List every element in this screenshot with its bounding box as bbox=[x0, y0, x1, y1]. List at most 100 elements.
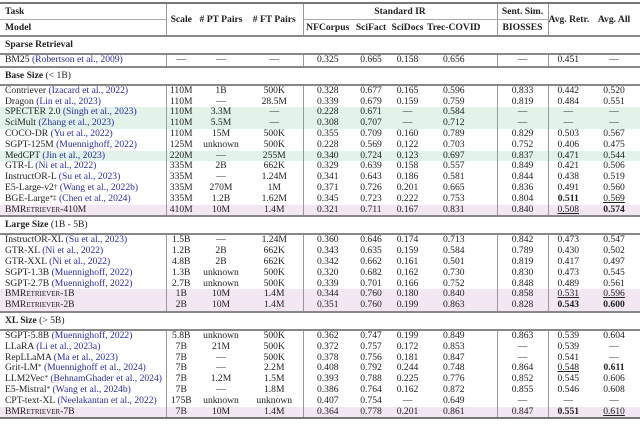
scifact-cell: 0.778 bbox=[352, 406, 390, 420]
model-name: Dragon bbox=[5, 95, 34, 107]
biosses-value: 0.864 bbox=[511, 362, 534, 374]
ft-pairs-value: — bbox=[269, 117, 280, 129]
model-header: Model bbox=[0, 19, 166, 37]
nfcorpus-value: 0.228 bbox=[316, 138, 339, 150]
biosses-cell: 0.864 bbox=[496, 362, 549, 375]
trec-covid-cell: 0.712 bbox=[425, 117, 498, 129]
citation-link[interactable]: (Chen et al., 2024) bbox=[58, 192, 131, 204]
citation-link[interactable]: (Ni et al., 2022) bbox=[35, 160, 97, 172]
biosses-cell: 0.828 bbox=[496, 299, 549, 312]
citation-link[interactable]: (Izacard et al., 2022) bbox=[48, 84, 129, 96]
nfcorpus-value: 0.340 bbox=[316, 149, 339, 161]
citation-link[interactable]: (Su et al., 2023) bbox=[65, 234, 128, 246]
scidocs-value: — bbox=[402, 106, 413, 118]
citation-link[interactable]: (Ma et al., 2023) bbox=[53, 351, 118, 363]
scale-value: 110M bbox=[169, 127, 193, 139]
avg-all-cell: — bbox=[588, 341, 640, 353]
ft-pairs-value: 1.4M bbox=[263, 299, 285, 311]
ft-pairs-cell: 1.4M bbox=[246, 288, 303, 301]
scale-cell: 1B bbox=[165, 288, 196, 301]
scidocs-value: 0.160 bbox=[396, 127, 419, 139]
table-row: SGPT-1.3B (Muennighoff, 2022) 1.3B unknown… bbox=[0, 266, 640, 279]
citation-link[interactable]: (Muennighoff, 2022) bbox=[51, 266, 133, 278]
table-row: RepLLaMA (Ma et al., 2023) 7B — 500K 0.378 0.… bbox=[0, 351, 640, 364]
trec-covid-value: 0.759 bbox=[442, 95, 465, 107]
avg-all-value: 0.569 bbox=[603, 192, 625, 204]
section-title: Large Size bbox=[5, 219, 49, 231]
scale-cell: — bbox=[165, 54, 196, 67]
pt-pairs-cell: 2B bbox=[196, 256, 246, 268]
nfcorpus-cell: 0.228 bbox=[302, 106, 352, 119]
nfcorpus-value: 0.341 bbox=[316, 171, 339, 183]
biosses-cell: 0.833 bbox=[496, 84, 549, 97]
citation-link[interactable]: (BehnamGhader et al., 2024) bbox=[50, 373, 162, 385]
scidocs-value: 0.123 bbox=[396, 149, 419, 161]
section-header: XL Size (> 5B) bbox=[0, 310, 640, 331]
ft-pairs-cell: 1.4M bbox=[246, 299, 303, 312]
citation-link[interactable]: (Ni et al., 2022) bbox=[49, 255, 111, 267]
scale-cell: 7B bbox=[165, 341, 196, 353]
biosses-cell: 0.830 bbox=[496, 267, 549, 279]
biosses-cell: 0.855 bbox=[496, 384, 549, 396]
trec-covid-value: 0.789 bbox=[442, 127, 465, 139]
nfcorpus-value: 0.393 bbox=[316, 373, 339, 385]
table-row: Contriever (Izacard et al., 2022) 110M 1B 5… bbox=[0, 84, 640, 97]
scale-cell: 2.7B bbox=[165, 278, 196, 290]
ft-pairs-cell: — bbox=[246, 117, 303, 129]
citation-link[interactable]: (Lin et al., 2023) bbox=[36, 95, 101, 107]
ft-pairs-value: 1.4M bbox=[263, 405, 285, 417]
scale-value: 220M bbox=[169, 149, 193, 161]
section-header-row: XL Size (> 5B) bbox=[0, 310, 640, 331]
scale-value: 1B bbox=[175, 288, 187, 300]
ft-pairs-value: 500K bbox=[263, 138, 285, 150]
ft-pairs-value: — bbox=[269, 106, 280, 118]
scifact-cell: 0.709 bbox=[352, 128, 390, 140]
avg-all-cell: 0.600 bbox=[588, 299, 640, 312]
avg-retr-cell: — bbox=[547, 395, 589, 407]
citation-link[interactable]: (Wang et al., 2024b) bbox=[52, 383, 131, 395]
ft-pairs-cell: 255M bbox=[246, 150, 303, 162]
scifact-cell: 0.701 bbox=[352, 278, 390, 290]
citation-link[interactable]: (Ni et al., 2022) bbox=[42, 245, 104, 257]
avg-retr-value: 0.508 bbox=[557, 203, 580, 215]
ft-pairs-value: 662K bbox=[263, 160, 285, 172]
avg-retr-cell: 0.421 bbox=[547, 160, 589, 173]
pt-pairs-value: 1B bbox=[215, 84, 227, 96]
trec-covid-value: 0.581 bbox=[442, 171, 465, 183]
citation-link[interactable]: (Wang et al., 2022b) bbox=[59, 181, 139, 193]
citation-link[interactable]: (Li et al., 2023a) bbox=[36, 340, 101, 352]
biosses-cell: — bbox=[496, 352, 549, 364]
ft-pairs-cell: 1.5M bbox=[246, 373, 303, 385]
citation-link[interactable]: (Zhang et al., 2023) bbox=[38, 117, 115, 129]
nfcorpus-value: 0.408 bbox=[316, 362, 339, 374]
table-row: Dragon (Lin et al., 2023) 110M —28.5M 0.339… bbox=[0, 95, 640, 108]
citation-link[interactable]: (Robertson et al., 2009) bbox=[31, 54, 123, 65]
trec-covid-cell: 0.752 bbox=[425, 278, 497, 290]
citation-link[interactable]: (Muennighoff et al., 2024) bbox=[43, 362, 146, 374]
trec-covid-value: 0.584 bbox=[442, 245, 465, 257]
model-name: SGPT-5.8B bbox=[5, 329, 50, 341]
citation-link[interactable]: (Neelakantan et al., 2022) bbox=[57, 394, 157, 406]
citation-link[interactable]: (Jin et al., 2023) bbox=[42, 149, 106, 161]
citation-link[interactable]: (Su et al., 2023) bbox=[58, 171, 121, 183]
avg-all-cell: 0.611 bbox=[588, 362, 640, 374]
ft-pairs-cell: 28.5M bbox=[246, 96, 303, 108]
scidocs-value: 0.199 bbox=[396, 299, 419, 311]
model-cell: SGPT-5.8B (Muennighoff, 2022) bbox=[0, 330, 166, 342]
avg-retr-cell: 0.539 bbox=[547, 341, 589, 353]
pt-pairs-cell: unknown bbox=[196, 395, 246, 407]
citation-link[interactable]: (Muennighoff, 2022) bbox=[51, 277, 133, 289]
citation-link[interactable]: (Singh et al., 2023) bbox=[62, 106, 137, 118]
trec-covid-cell: 0.861 bbox=[425, 406, 498, 420]
table-row: BMRetriever-7B 7B 10M 1.4M 0.364 0.778 0.201 0.… bbox=[0, 405, 640, 420]
avg-retr-cell: 0.489 bbox=[547, 278, 589, 290]
citation-link[interactable]: (Yu et al., 2022) bbox=[50, 127, 113, 139]
avg-retr-cell: 0.451 bbox=[547, 54, 589, 67]
pt-pairs-cell: 10M bbox=[196, 299, 246, 312]
scale-cell: 335M bbox=[165, 171, 196, 183]
ft-pairs-value: 1.4M bbox=[263, 203, 285, 215]
nfcorpus-cell: 0.371 bbox=[302, 182, 352, 194]
model-name: E5-Mistral bbox=[5, 383, 47, 395]
citation-link[interactable]: (Muennighoff, 2022) bbox=[51, 329, 133, 341]
citation-link[interactable]: (Muennighoff, 2022) bbox=[56, 138, 137, 150]
